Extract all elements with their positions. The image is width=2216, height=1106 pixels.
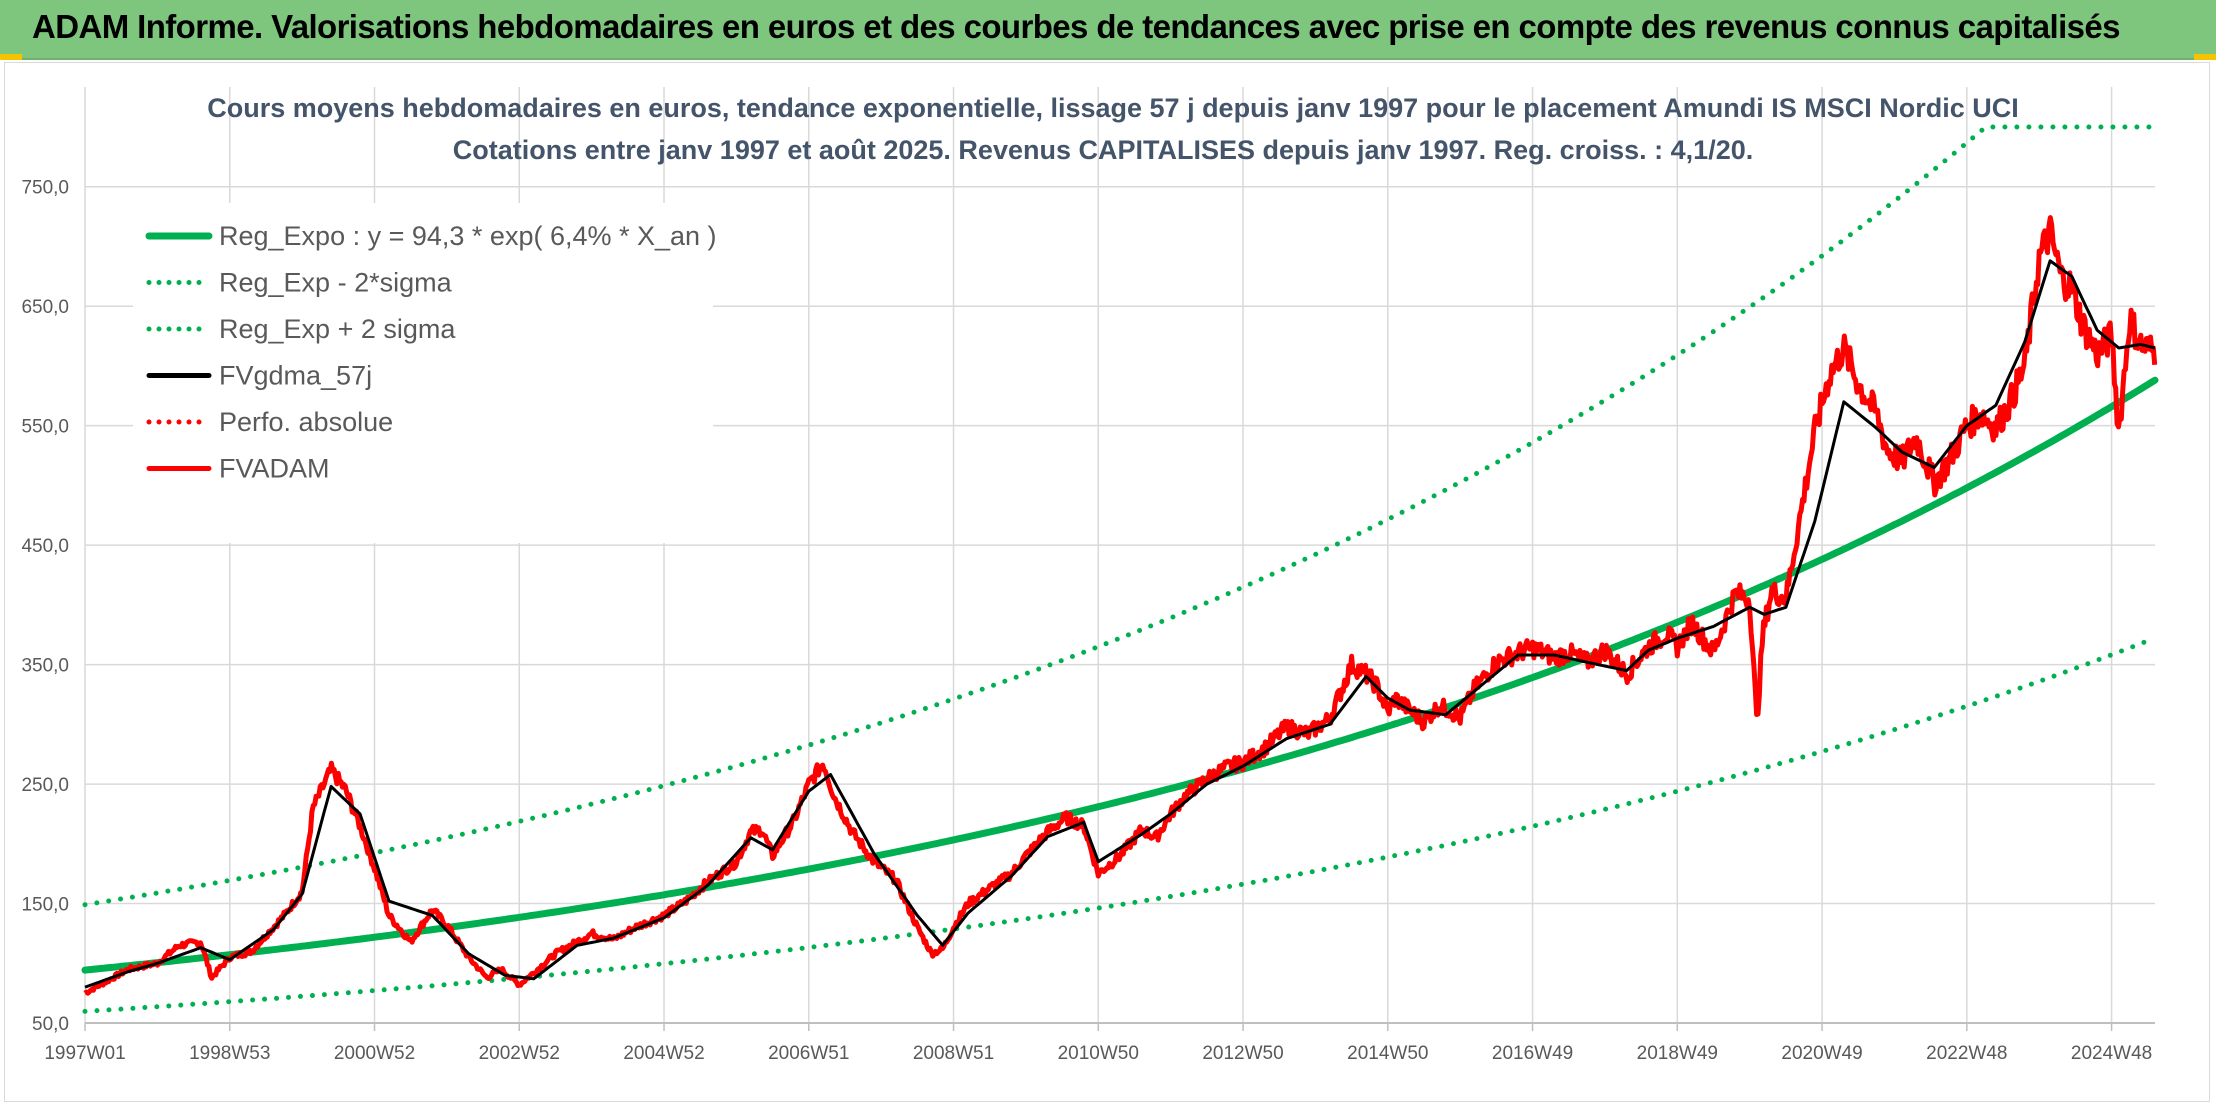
series-reg-minus-2sigma	[82, 635, 2158, 1014]
legend: Reg_Expo : y = 94,3 * exp( 6,4% * X_an )…	[133, 203, 717, 543]
y-tick-label: 150,0	[21, 895, 69, 916]
y-axis: 50,0 150,0 250,0 350,0 450,0 550,0 650,0 750,0	[21, 178, 69, 1035]
chart-subtitle: Cotations entre janv 1997 et août 2025. …	[453, 135, 1753, 165]
x-tick-label: 2014W50	[1347, 1043, 1428, 1064]
y-tick-label: 250,0	[21, 775, 69, 796]
report-banner: ADAM Informe. Valorisations hebdomadaire…	[0, 0, 2216, 60]
x-axis: 1997W01 1998W53 2000W52 2002W52 2004W52 2006W…	[44, 1022, 2155, 1064]
legend-label: FVADAM	[219, 454, 330, 484]
banner-corner-right	[2194, 54, 2216, 60]
x-tick-label: 2020W49	[1781, 1043, 1862, 1064]
x-tick-label: 2002W52	[479, 1043, 560, 1064]
series-layer	[81, 124, 2159, 1014]
y-tick-label: 550,0	[21, 417, 69, 438]
series-fvadam	[83, 215, 2158, 996]
series-reg-expo	[81, 376, 2159, 974]
series-fvgdma	[84, 259, 2156, 989]
legend-label: Reg_Exp + 2 sigma	[219, 314, 456, 344]
x-tick-label: 2006W51	[768, 1043, 849, 1064]
series-reg-plus-2sigma	[82, 124, 2158, 908]
legend-label: FVgdma_57j	[219, 361, 372, 391]
x-tick-label: 1997W01	[44, 1043, 125, 1064]
legend-label: Reg_Exp - 2*sigma	[219, 268, 453, 298]
y-tick-label: 650,0	[21, 297, 69, 318]
x-tick-label: 2018W49	[1637, 1043, 1718, 1064]
line-chart: 50,0150,0250,0350,0450,0550,0650,0750,0 …	[21, 87, 2159, 1064]
x-tick-label: 2004W52	[623, 1043, 704, 1064]
x-tick-label: 2022W48	[1926, 1043, 2007, 1064]
x-tick-label: 2016W49	[1492, 1043, 1573, 1064]
chart-title: Cours moyens hebdomadaires en euros, ten…	[207, 93, 2019, 123]
y-tick-label: 350,0	[21, 656, 69, 677]
banner-corner-left	[0, 54, 22, 60]
y-tick-label: 50,0	[32, 1014, 69, 1035]
legend-label: Reg_Expo : y = 94,3 * exp( 6,4% * X_an )	[219, 221, 717, 251]
y-tick-label: 450,0	[21, 536, 69, 557]
x-tick-label: 2008W51	[913, 1043, 994, 1064]
legend-background	[133, 203, 713, 543]
legend-label: Perfo. absolue	[219, 407, 393, 437]
chart-area: 50,0 150,0 250,0 350,0 450,0 550,0 650,0 750,0 …	[4, 62, 2210, 1102]
x-tick-label: 2012W50	[1202, 1043, 1283, 1064]
y-tick-label: 750,0	[21, 178, 69, 199]
x-tick-label: 1998W53	[189, 1043, 270, 1064]
x-tick-label: 2024W48	[2071, 1043, 2152, 1064]
report-title: ADAM Informe. Valorisations hebdomadaire…	[32, 8, 2121, 45]
x-tick-label: 2000W52	[334, 1043, 415, 1064]
x-tick-label: 2010W50	[1058, 1043, 1139, 1064]
